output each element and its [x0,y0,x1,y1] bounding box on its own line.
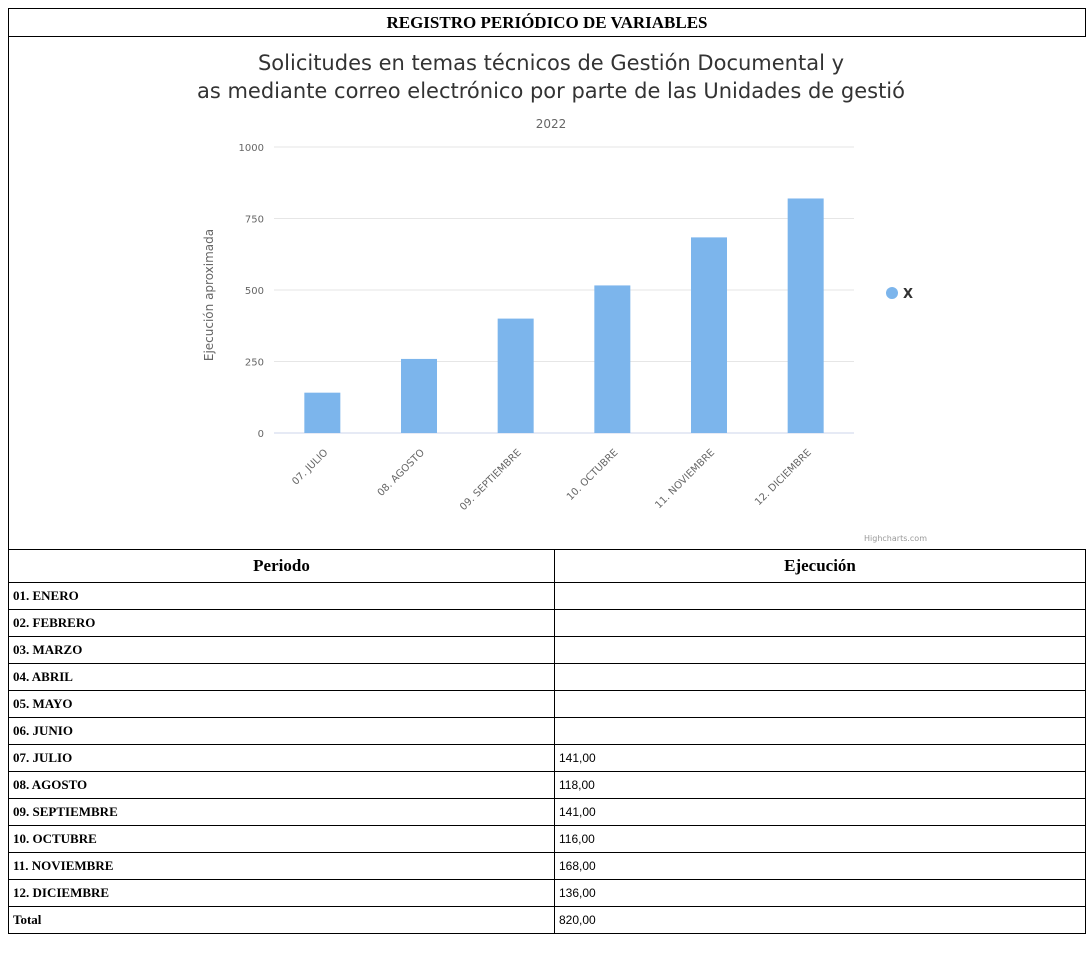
ejecucion-cell [554,690,1086,718]
ejecucion-cell: 168,00 [554,852,1086,880]
periodo-cell: 03. MARZO [8,636,555,664]
table-row: 12. DICIEMBRE 136,00 [8,879,1086,907]
table-header-row: Periodo Ejecución [8,549,1086,583]
x-tick-label: 11. NOVIEMBRE [653,447,717,511]
table-row: 05. MAYO [8,690,1086,718]
bar[interactable] [594,285,631,433]
chart-subtitle: 2022 [536,117,567,131]
y-axis-label: Ejecución aproximada [202,229,216,361]
ejecucion-cell [554,582,1086,610]
x-tick-label: 07. JULIO [290,447,330,487]
bar[interactable] [787,198,824,433]
chart-title-line-2: as mediante correo electrónico por parte… [197,79,905,103]
table-row: 08. AGOSTO 118,00 [8,771,1086,799]
periodo-cell: 04. ABRIL [8,663,555,691]
table-row: 07. JULIO 141,00 [8,744,1086,772]
table-row: 06. JUNIO [8,717,1086,745]
table-row: 04. ABRIL [8,663,1086,691]
periodo-cell: 08. AGOSTO [8,771,555,799]
ejecucion-cell: 118,00 [554,771,1086,799]
bar[interactable] [304,392,341,433]
y-tick-label: 0 [258,429,264,440]
legend-label[interactable]: X [903,287,913,302]
periodo-cell: 07. JULIO [8,744,555,772]
ejecucion-cell: 136,00 [554,879,1086,907]
total-label: Total [8,906,555,934]
chart-credit[interactable]: Highcharts.com [864,534,927,543]
report-title: REGISTRO PERIÓDICO DE VARIABLES [8,8,1086,36]
y-tick-label: 500 [245,286,264,297]
table-row: 01. ENERO [8,582,1086,610]
legend-marker [886,287,898,299]
y-tick-label: 250 [245,358,264,369]
table-row: 03. MARZO [8,636,1086,664]
periodo-cell: 02. FEBRERO [8,609,555,637]
periodo-cell: 06. JUNIO [8,717,555,745]
chart-container: Solicitudes en temas técnicos de Gestión… [8,36,1086,549]
periodo-cell: 10. OCTUBRE [8,825,555,853]
ejecucion-cell [554,609,1086,637]
table-row: 10. OCTUBRE 116,00 [8,825,1086,853]
bar[interactable] [497,318,534,433]
y-tick-label: 1000 [239,143,264,154]
data-table: Periodo Ejecución 01. ENERO 02. FEBRERO 03… [8,549,1086,934]
table-row: 02. FEBRERO [8,609,1086,637]
column-header-periodo: Periodo [8,549,555,583]
bar[interactable] [401,358,437,433]
chart-title-line-1: Solicitudes en temas técnicos de Gestión… [258,51,844,75]
total-row: Total 820,00 [8,906,1086,934]
ejecucion-cell [554,717,1086,745]
ejecucion-cell [554,663,1086,691]
periodo-cell: 12. DICIEMBRE [8,879,555,907]
column-header-ejecucion: Ejecución [554,549,1086,583]
periodo-cell: 01. ENERO [8,582,555,610]
periodo-cell: 11. NOVIEMBRE [8,852,555,880]
ejecucion-cell: 141,00 [554,798,1086,826]
table-row: 09. SEPTIEMBRE 141,00 [8,798,1086,826]
periodo-cell: 09. SEPTIEMBRE [8,798,555,826]
periodo-cell: 05. MAYO [8,690,555,718]
ejecucion-cell: 116,00 [554,825,1086,853]
bar-chart: Solicitudes en temas técnicos de Gestión… [197,51,927,543]
x-tick-label: 10. OCTUBRE [565,447,621,503]
x-tick-label: 08. AGOSTO [376,447,427,498]
ejecucion-cell [554,636,1086,664]
x-tick-label: 09. SEPTIEMBRE [458,447,524,513]
ejecucion-cell: 141,00 [554,744,1086,772]
total-value: 820,00 [554,906,1086,934]
bar[interactable] [691,237,727,433]
x-tick-label: 12. DICIEMBRE [753,447,814,508]
y-tick-label: 750 [245,215,264,226]
table-row: 11. NOVIEMBRE 168,00 [8,852,1086,880]
